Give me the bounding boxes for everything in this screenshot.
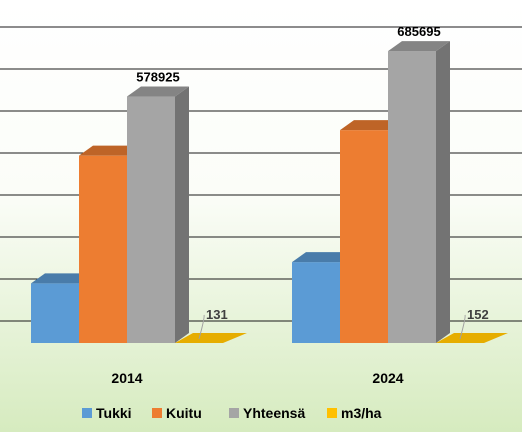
bar-top-tukki-2024 (292, 252, 354, 263)
category-label-2024: 2024 (372, 370, 403, 386)
leader-line (198, 314, 205, 340)
bar-top-tukki-2014 (31, 273, 93, 284)
legend-label-tukki: Tukki (96, 405, 132, 421)
bar-top-yhteensä-2014 (127, 86, 189, 97)
bar-tukki-2024 (292, 262, 340, 343)
plot-area (31, 41, 508, 344)
bar-yhteensä-2024 (388, 51, 436, 343)
data-labels: 578925 131 685695 152 (136, 24, 489, 340)
bar-yhteensä-2014 (127, 96, 175, 343)
data-label-yhteensä-2014: 578925 (136, 70, 179, 85)
legend-label-kuitu: Kuitu (166, 405, 202, 421)
legend-swatch-m3/ha (327, 408, 337, 418)
bar-kuitu-2024 (340, 130, 388, 343)
bar-top-kuitu-2014 (79, 145, 141, 156)
bar-side-yhteensä-2014 (175, 86, 189, 343)
bar-top-kuitu-2024 (340, 120, 402, 131)
bar-side-yhteensä-2024 (436, 41, 450, 343)
bar-tukki-2014 (31, 283, 79, 343)
bar-top-yhteensä-2024 (388, 41, 450, 52)
data-label-yhteensä-2024: 685695 (397, 24, 440, 39)
legend: Tukki Kuitu Yhteensä m3/ha (82, 405, 382, 421)
category-axis: 2014 2024 (111, 370, 403, 386)
legend-swatch-yhteensä (229, 408, 239, 418)
bar-kuitu-2014 (79, 155, 127, 343)
bar-m3/ha-2024 (436, 333, 508, 343)
data-label-m3/ha-2024: 152 (467, 307, 489, 322)
legend-swatch-kuitu (152, 408, 162, 418)
bar-m3/ha-2014 (175, 333, 247, 343)
legend-label-yhteensä: Yhteensä (243, 405, 305, 421)
legend-label-m3/ha: m3/ha (341, 405, 382, 421)
leader-line (459, 314, 466, 340)
legend-swatch-tukki (82, 408, 92, 418)
data-label-m3/ha-2014: 131 (206, 307, 228, 322)
category-label-2014: 2014 (111, 370, 142, 386)
